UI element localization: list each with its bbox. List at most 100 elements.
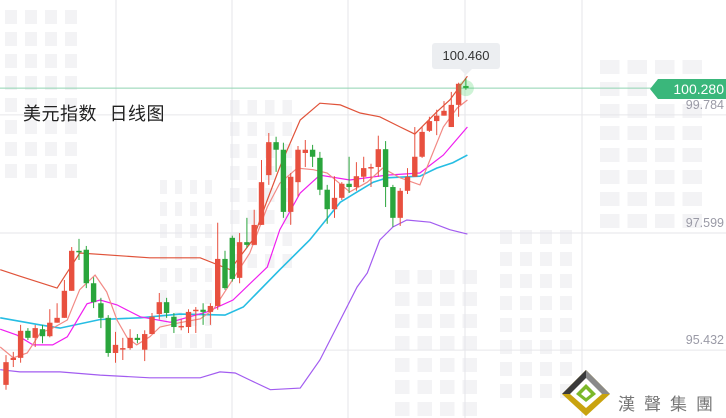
watermark-block — [395, 314, 410, 328]
watermark-block — [627, 104, 647, 118]
watermark-block — [247, 254, 257, 268]
candle-body — [361, 168, 367, 177]
watermark-block — [540, 274, 552, 288]
watermark-block — [540, 296, 552, 310]
watermark-block — [540, 340, 552, 354]
candle-body — [83, 249, 89, 284]
candle-body — [419, 131, 425, 157]
watermark-block — [5, 76, 17, 90]
watermark-block — [5, 32, 17, 46]
candle-up — [61, 280, 68, 318]
watermark-block — [45, 76, 57, 90]
candle-body — [390, 187, 396, 218]
watermark-block — [655, 60, 675, 74]
watermark-block — [560, 296, 572, 310]
watermark-block — [282, 100, 292, 114]
candle-down — [134, 334, 141, 344]
candle-body — [17, 330, 24, 358]
watermark-block — [520, 230, 532, 244]
line-boll-upper — [0, 75, 468, 289]
candle-up — [368, 163, 374, 188]
candle-body — [142, 334, 148, 350]
watermark-block — [560, 340, 572, 354]
watermark-block — [655, 104, 675, 118]
watermark-block — [462, 336, 477, 350]
watermark-block — [205, 224, 212, 238]
candle-up — [397, 188, 403, 226]
watermark-block — [500, 274, 512, 288]
candle-body — [222, 258, 228, 289]
watermark-block — [560, 362, 572, 376]
watermark-block — [160, 312, 167, 326]
watermark-block — [265, 100, 275, 114]
chart-title: 美元指数 日线图 — [23, 104, 165, 125]
candle-down — [324, 184, 330, 224]
line-ma5 — [0, 99, 468, 359]
candle-body — [426, 121, 433, 131]
watermark-block — [160, 246, 167, 260]
watermark-block — [520, 252, 532, 266]
candle-body — [105, 317, 111, 353]
candle-body — [47, 322, 53, 337]
candle-body — [229, 237, 235, 279]
watermark-block — [247, 122, 257, 136]
watermark-block — [500, 318, 512, 332]
candle-down — [76, 238, 82, 260]
watermark-block — [560, 274, 572, 288]
watermark-block — [45, 164, 57, 178]
watermark-block — [500, 340, 512, 354]
candle-body — [331, 197, 338, 210]
candle-up — [353, 162, 360, 191]
watermark-block — [45, 142, 57, 156]
candle-up — [149, 312, 155, 335]
watermark-block — [65, 98, 77, 112]
watermark-block — [205, 202, 212, 216]
watermark-block — [682, 126, 702, 140]
watermark-block — [627, 170, 647, 184]
candle-body — [171, 316, 177, 328]
watermark-block — [520, 362, 532, 376]
watermark-block — [600, 214, 620, 228]
candle-body — [382, 149, 389, 188]
watermark-block — [160, 268, 167, 282]
watermark-block — [45, 54, 57, 68]
watermark-block — [282, 188, 292, 202]
candle-body — [441, 110, 447, 116]
candle-up — [236, 232, 243, 284]
watermark-block — [627, 82, 647, 96]
candle-down — [90, 277, 97, 309]
candle-down — [317, 151, 323, 196]
candle-down — [463, 78, 469, 90]
watermark-block — [65, 76, 77, 90]
watermark-block — [230, 188, 240, 202]
watermark-block — [160, 290, 167, 304]
watermark-block — [175, 202, 182, 216]
candle-up — [178, 319, 184, 331]
watermark-block — [190, 268, 197, 282]
candle-body — [302, 149, 308, 153]
candle-body — [368, 167, 374, 169]
watermark-block — [440, 292, 455, 306]
watermark-block — [160, 180, 167, 194]
watermark-block — [655, 214, 675, 228]
watermark-block — [65, 54, 77, 68]
candle-body — [98, 303, 104, 318]
watermark-block — [520, 274, 532, 288]
watermark-block — [655, 192, 675, 206]
watermark-block — [540, 362, 552, 376]
candle-up — [127, 329, 133, 350]
candle-body — [134, 337, 141, 340]
watermark-block — [520, 340, 532, 354]
y-tick-label: 97.599 — [686, 216, 724, 230]
watermark-block — [5, 98, 17, 112]
watermark-block — [540, 384, 552, 398]
watermark-block — [395, 336, 410, 350]
watermark-block — [65, 164, 77, 178]
watermark-block — [175, 180, 182, 194]
watermark-block — [282, 232, 292, 246]
watermark-block — [25, 54, 37, 68]
watermark-buildings — [5, 10, 702, 416]
candle-body — [251, 224, 257, 245]
candle-body — [3, 362, 9, 385]
candle-body — [448, 104, 454, 128]
